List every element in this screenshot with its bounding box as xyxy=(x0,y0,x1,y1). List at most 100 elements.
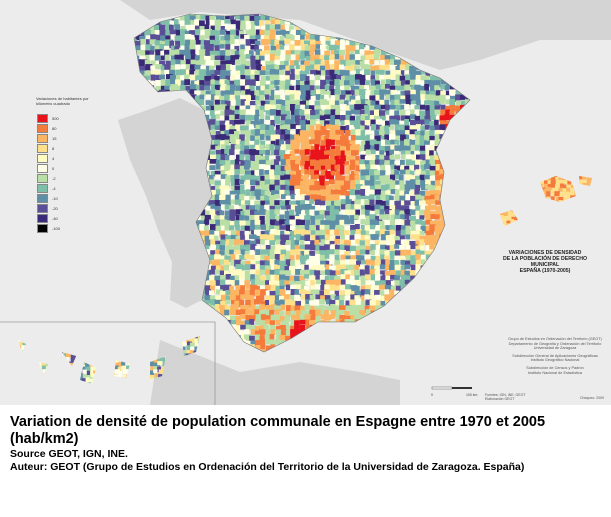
municipality-cell xyxy=(395,184,402,192)
municipality-cell xyxy=(300,204,306,210)
municipality-cell xyxy=(250,39,258,44)
municipality-cell xyxy=(370,90,376,96)
municipality-cell xyxy=(304,160,312,167)
municipality-cell xyxy=(359,74,366,82)
municipality-cell xyxy=(245,39,251,46)
municipality-cell xyxy=(295,129,301,136)
municipality-cell xyxy=(185,85,192,94)
municipality-cell xyxy=(295,119,303,126)
municipality-cell xyxy=(229,155,234,163)
municipality-cell xyxy=(555,184,561,189)
municipality-cell xyxy=(380,179,387,184)
municipality-cell xyxy=(404,84,411,92)
municipality-cell xyxy=(380,139,388,147)
municipality-cell xyxy=(400,150,406,158)
municipality-cell xyxy=(359,145,365,152)
municipality-cell xyxy=(279,270,286,277)
municipality-cell xyxy=(305,299,311,305)
municipality-cell xyxy=(145,64,153,71)
municipality-cell xyxy=(379,209,385,216)
municipality-cell xyxy=(240,115,246,122)
municipality-cell xyxy=(544,180,549,186)
municipality-cell xyxy=(420,69,427,75)
municipality-cell xyxy=(355,60,363,65)
municipality-cell xyxy=(370,175,376,183)
municipality-cell xyxy=(335,185,342,192)
municipality-cell xyxy=(329,214,336,222)
municipality-cell xyxy=(169,24,174,31)
municipality-cell xyxy=(355,160,362,165)
municipality-cell xyxy=(224,19,231,24)
municipality-cell xyxy=(219,215,225,223)
municipality-cell xyxy=(385,140,393,145)
municipality-cell xyxy=(374,234,379,240)
municipality-cell xyxy=(325,264,332,272)
municipality-cell xyxy=(289,65,295,73)
municipality-cell xyxy=(319,175,325,182)
municipality-cell xyxy=(335,75,343,83)
municipality-cell xyxy=(369,179,375,187)
municipality-cell xyxy=(299,54,305,60)
municipality-cell xyxy=(145,44,153,50)
municipality-cell xyxy=(400,95,406,101)
municipality-cell xyxy=(394,59,402,67)
municipality-cell xyxy=(354,109,362,115)
municipality-cell xyxy=(250,190,257,197)
municipality-cell xyxy=(340,264,347,272)
municipality-cell xyxy=(379,290,386,297)
municipality-cell xyxy=(230,139,237,146)
municipality-cell xyxy=(214,139,222,147)
municipality-cell xyxy=(266,274,274,282)
municipality-cell xyxy=(135,55,142,62)
municipality-cell xyxy=(369,130,377,138)
municipality-cell xyxy=(374,90,381,98)
municipality-cell xyxy=(230,159,236,167)
municipality-cell xyxy=(215,159,223,167)
municipality-cell xyxy=(270,274,277,282)
municipality-cell xyxy=(199,85,205,93)
municipality-cell xyxy=(139,55,145,63)
municipality-cell xyxy=(349,115,356,122)
municipality-cell xyxy=(284,124,292,131)
municipality-cell xyxy=(410,85,416,90)
municipality-cell xyxy=(265,60,273,66)
municipality-cell xyxy=(205,110,212,118)
municipality-cell xyxy=(254,229,262,236)
municipality-cell xyxy=(329,119,337,128)
municipality-cell xyxy=(149,80,155,88)
municipality-cell xyxy=(269,240,276,245)
municipality-cell xyxy=(214,55,223,61)
municipality-cell xyxy=(355,239,362,245)
municipality-cell xyxy=(300,235,307,242)
municipality-cell xyxy=(295,210,302,218)
municipality-cell xyxy=(419,200,426,206)
municipality-cell xyxy=(314,54,320,62)
municipality-cell xyxy=(244,280,250,287)
municipality-cell xyxy=(320,105,327,112)
municipality-cell xyxy=(190,20,196,28)
municipality-cell xyxy=(195,35,200,41)
municipality-cell xyxy=(274,24,281,30)
municipality-cell xyxy=(370,110,375,116)
municipality-cell xyxy=(344,219,350,225)
municipality-cell xyxy=(209,299,216,306)
municipality-cell xyxy=(245,260,253,266)
municipality-cell xyxy=(210,94,216,101)
municipality-cell xyxy=(339,294,346,301)
municipality-cell xyxy=(174,19,179,27)
municipality-cell xyxy=(310,215,317,223)
municipality-cell xyxy=(269,54,275,61)
municipality-cell xyxy=(255,249,261,257)
municipality-cell xyxy=(235,285,243,292)
municipality-cell xyxy=(315,74,321,82)
municipality-cell xyxy=(339,49,346,55)
municipality-cell xyxy=(230,179,236,187)
municipality-cell xyxy=(364,239,372,246)
municipality-cell xyxy=(354,65,360,71)
municipality-cell xyxy=(269,50,276,57)
municipality-cell xyxy=(299,109,305,117)
municipality-cell xyxy=(370,145,378,152)
municipality-cell xyxy=(215,50,221,58)
municipality-cell xyxy=(349,189,357,197)
municipality-cell xyxy=(329,265,336,272)
